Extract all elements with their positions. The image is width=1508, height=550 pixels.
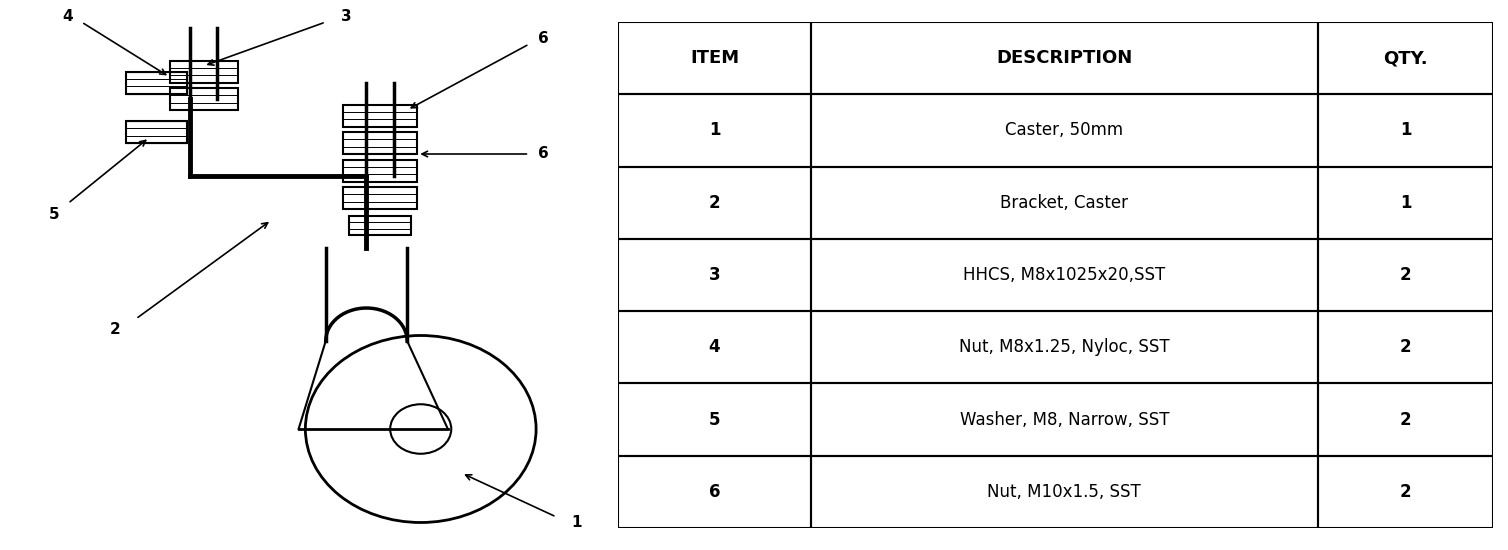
Text: Washer, M8, Narrow, SST: Washer, M8, Narrow, SST [959, 410, 1169, 428]
Bar [125, 121, 187, 143]
Text: QTY.: QTY. [1383, 49, 1428, 67]
Text: 4: 4 [709, 338, 721, 356]
Text: 1: 1 [709, 122, 721, 140]
Bar [169, 88, 237, 110]
Text: 2: 2 [709, 194, 721, 212]
Text: 6: 6 [709, 483, 721, 501]
Text: Caster, 50mm: Caster, 50mm [1006, 122, 1123, 140]
Bar [342, 104, 418, 126]
Text: 3: 3 [341, 9, 351, 24]
Text: DESCRIPTION: DESCRIPTION [997, 49, 1133, 67]
Text: 2: 2 [1399, 338, 1411, 356]
Text: Nut, M8x1.25, Nyloc, SST: Nut, M8x1.25, Nyloc, SST [959, 338, 1170, 356]
Text: 2: 2 [110, 322, 121, 338]
Text: ITEM: ITEM [691, 49, 739, 67]
Text: 6: 6 [537, 31, 549, 46]
Text: 3: 3 [709, 266, 721, 284]
Text: 5: 5 [709, 410, 721, 428]
Bar [125, 72, 187, 94]
Bar [342, 160, 418, 182]
Text: 1: 1 [572, 515, 582, 530]
Bar [342, 132, 418, 154]
Text: HHCS, M8x1025x20,SST: HHCS, M8x1025x20,SST [964, 266, 1166, 284]
Text: Nut, M10x1.5, SST: Nut, M10x1.5, SST [988, 483, 1142, 501]
Bar [350, 216, 410, 235]
Text: Bracket, Caster: Bracket, Caster [1000, 194, 1128, 212]
Bar [169, 60, 237, 82]
Text: 2: 2 [1399, 410, 1411, 428]
Text: 1: 1 [1399, 122, 1411, 140]
Text: 2: 2 [1399, 266, 1411, 284]
Text: 4: 4 [62, 9, 74, 24]
Bar [342, 187, 418, 209]
Text: 1: 1 [1399, 194, 1411, 212]
Text: 6: 6 [537, 146, 549, 162]
Text: 5: 5 [48, 207, 60, 222]
Text: 2: 2 [1399, 483, 1411, 501]
